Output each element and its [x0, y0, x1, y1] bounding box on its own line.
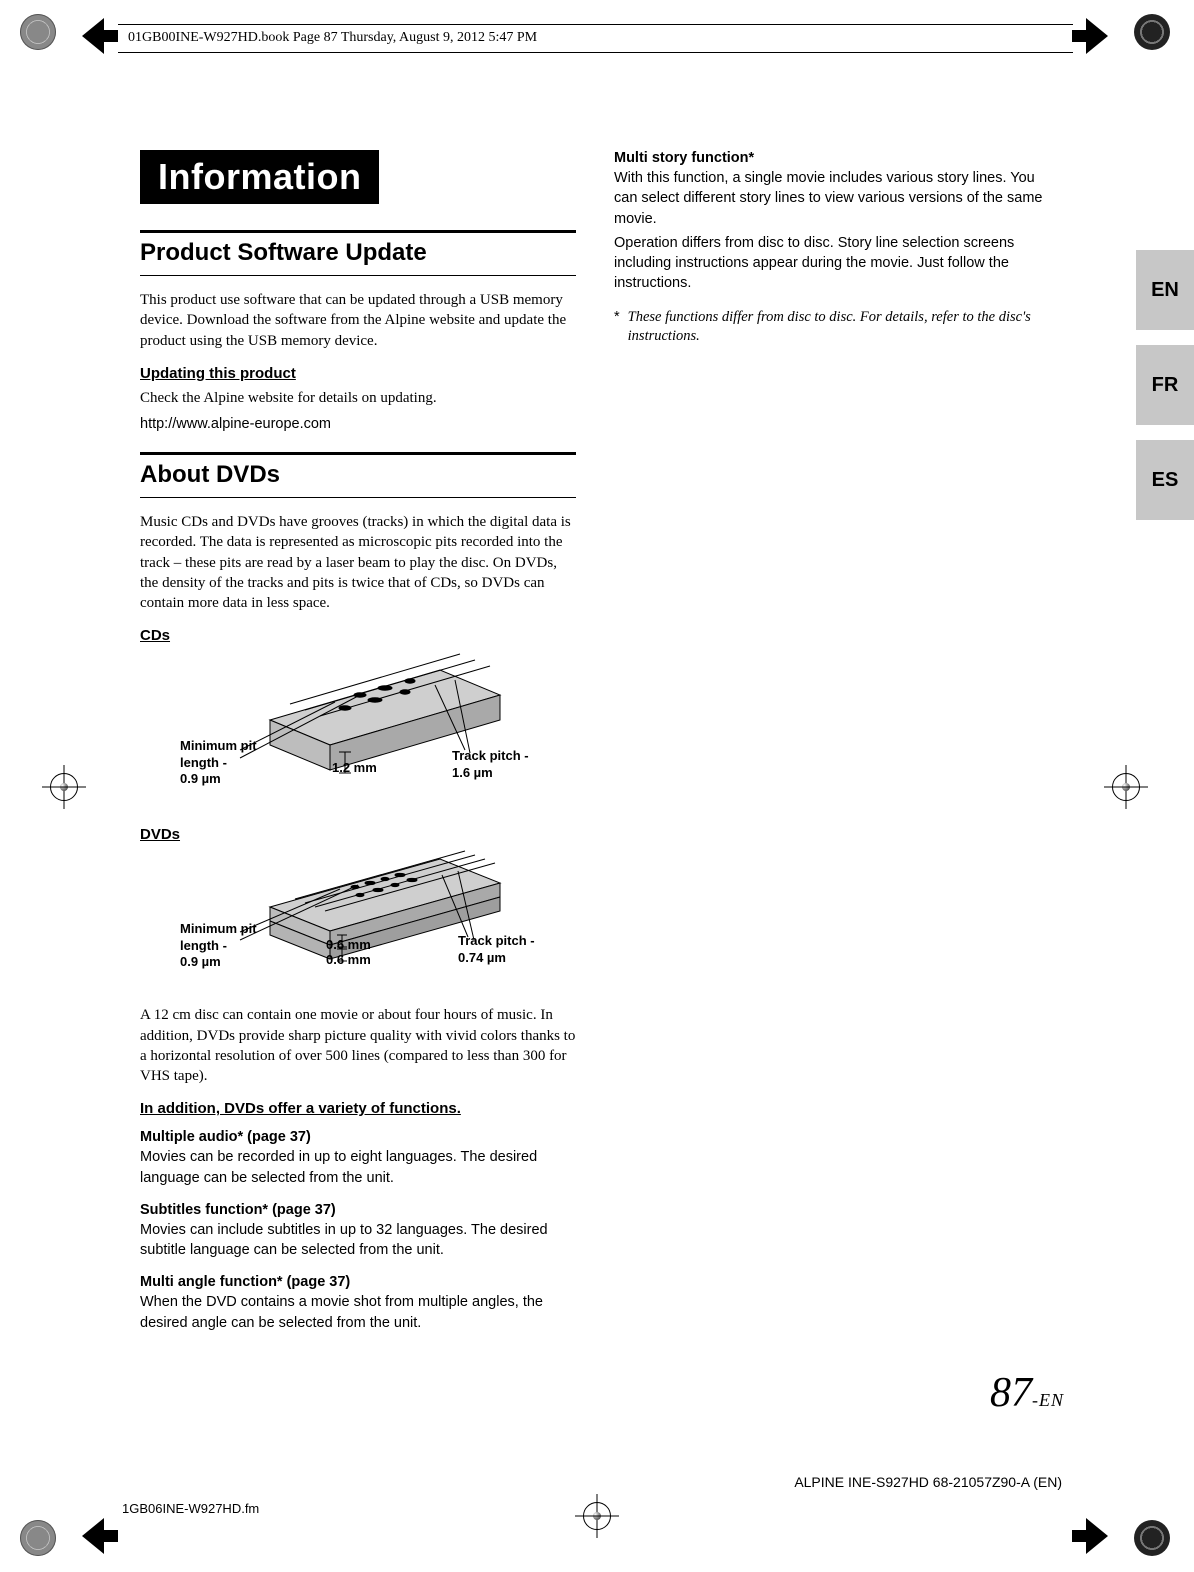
section-title-psu: Product Software Update	[140, 233, 576, 276]
reg-circle	[20, 1520, 56, 1556]
cd-trackpitch-label: Track pitch - 1.6 µm	[452, 748, 529, 781]
reg-circle	[20, 14, 56, 50]
msf-body1: With this function, a single movie inclu…	[614, 168, 1050, 229]
lang-tab-es: ES	[1136, 440, 1194, 520]
dvd-diagram: Minimum pit length - 0.9 µm 0.6 mm 0.6 m…	[140, 849, 576, 999]
page-content: Information Product Software Update This…	[140, 150, 1050, 1347]
fm-footer-line: 1GB06INE-W927HD.fm	[122, 1501, 259, 1516]
right-column: Multi story function* With this function…	[614, 150, 1050, 1347]
fn1-body: Movies can be recorded in up to eight la…	[140, 1147, 576, 1188]
left-column: Information Product Software Update This…	[140, 150, 576, 1347]
footnote-text: These functions differ from disc to disc…	[628, 308, 1050, 347]
crop-arrow-icon	[1070, 1516, 1110, 1556]
dvd-minpit-label: Minimum pit length - 0.9 µm	[180, 921, 257, 970]
model-footer-line: ALPINE INE-S927HD 68-21057Z90-A (EN)	[794, 1474, 1062, 1490]
frame-rule	[118, 52, 1073, 53]
fn2-head: Subtitles function* (page 37)	[140, 1202, 576, 1218]
dvds-variety-sub: In addition, DVDs offer a variety of fun…	[140, 1100, 576, 1117]
section-title-dvds: About DVDs	[140, 455, 576, 498]
dvds-after-diagram: A 12 cm disc can contain one movie or ab…	[140, 1005, 576, 1086]
msf-body2: Operation differs from disc to disc. Sto…	[614, 233, 1050, 294]
frame-rule	[118, 24, 1073, 25]
cd-thickness-label: 1.2 mm	[332, 760, 377, 776]
crop-arrow-icon	[1070, 16, 1110, 56]
page-number-suffix: -EN	[1032, 1390, 1064, 1410]
book-header-line: 01GB00INE-W927HD.book Page 87 Thursday, …	[128, 30, 537, 46]
cd-minpit-label: Minimum pit length - 0.9 µm	[180, 738, 257, 787]
dvds-intro: Music CDs and DVDs have grooves (tracks)…	[140, 512, 576, 613]
reg-circle	[1134, 14, 1170, 50]
dvd-thick1-label: 0.6 mm	[326, 937, 371, 953]
lang-tab-fr: FR	[1136, 345, 1194, 425]
page-number-value: 87	[990, 1370, 1032, 1416]
footnote-asterisk: *	[614, 308, 620, 347]
psu-body: This product use software that can be up…	[140, 290, 576, 351]
fn3-head: Multi angle function* (page 37)	[140, 1274, 576, 1290]
psu-sub-body: Check the Alpine website for details on …	[140, 388, 576, 408]
fn2-body: Movies can include subtitles in up to 32…	[140, 1220, 576, 1261]
lang-tab-en: EN	[1136, 250, 1194, 330]
registration-target-icon	[575, 1494, 619, 1538]
registration-target-icon	[42, 765, 86, 809]
crop-arrow-icon	[80, 1516, 120, 1556]
psu-subhead: Updating this product	[140, 365, 576, 382]
reg-circle	[1134, 1520, 1170, 1556]
disc-footnote: * These functions differ from disc to di…	[614, 308, 1050, 347]
dvd-trackpitch-label: Track pitch - 0.74 µm	[458, 933, 535, 966]
registration-target-icon	[1104, 765, 1148, 809]
fn1-head: Multiple audio* (page 37)	[140, 1129, 576, 1145]
cd-diagram: Minimum pit length - 0.9 µm 1.2 mm Track…	[140, 650, 576, 820]
info-heading: Information	[140, 150, 379, 204]
psu-url: http://www.alpine-europe.com	[140, 416, 576, 432]
crop-arrow-icon	[80, 16, 120, 56]
fn3-body: When the DVD contains a movie shot from …	[140, 1292, 576, 1333]
page-number: 87-EN	[990, 1369, 1064, 1417]
dvd-thick2-label: 0.6 mm	[326, 952, 371, 968]
msf-head: Multi story function*	[614, 150, 1050, 166]
